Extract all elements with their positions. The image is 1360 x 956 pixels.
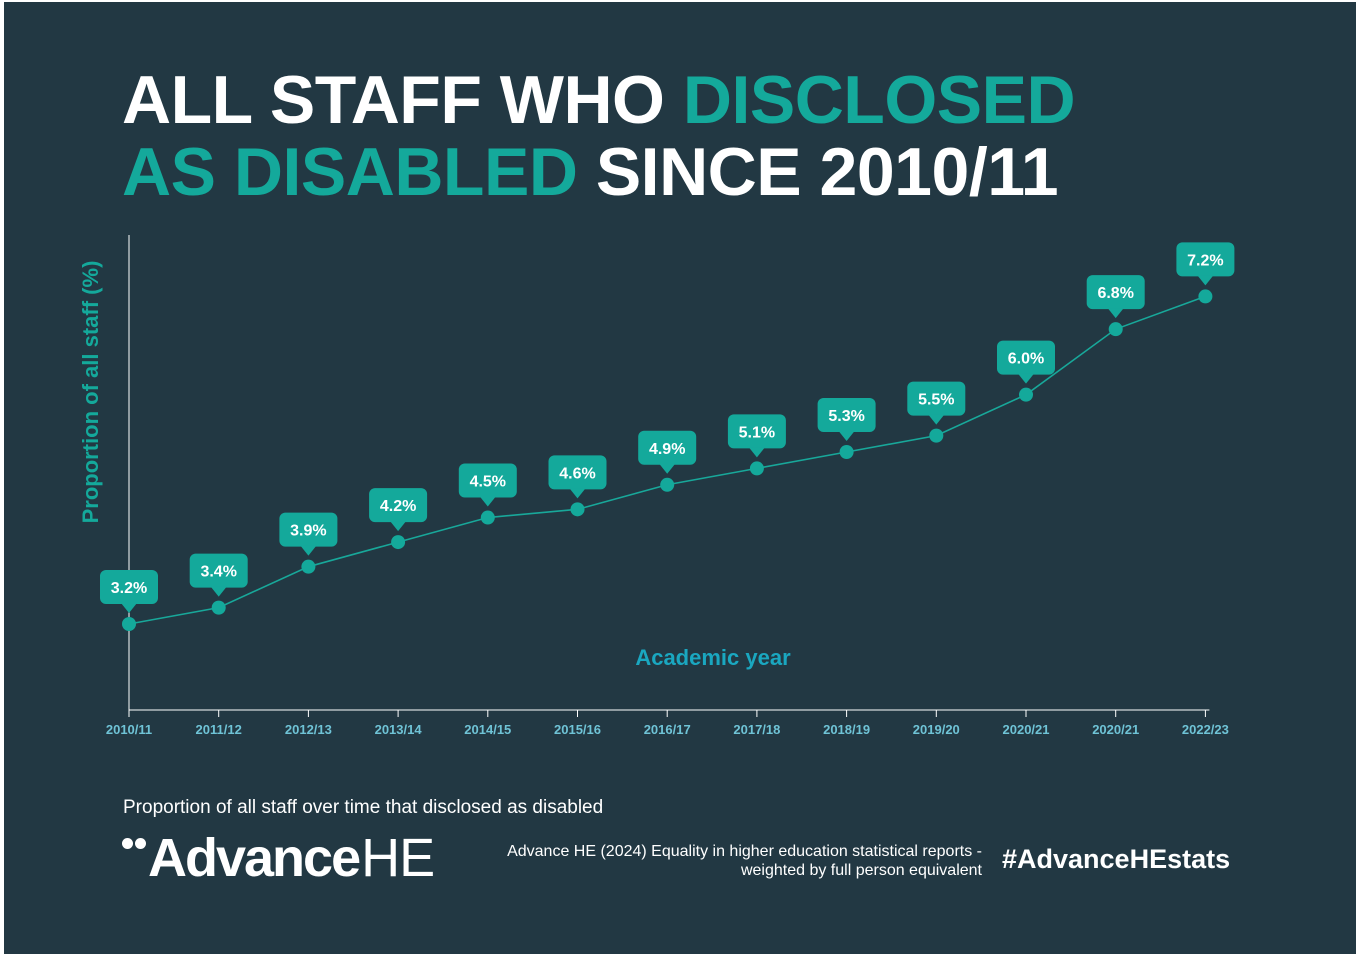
advance-he-logo[interactable]: Advance HE bbox=[122, 828, 435, 888]
data-label: 5.5% bbox=[918, 392, 954, 409]
source-citation: Advance HE (2024) Equality in higher edu… bbox=[468, 842, 982, 880]
x-tick-label: 2012/13 bbox=[285, 722, 332, 737]
title-part-1: ALL STAFF WHO bbox=[122, 62, 683, 138]
data-label-callout: 4.5% bbox=[458, 463, 517, 507]
data-label: 4.9% bbox=[649, 441, 685, 458]
data-label-callout: 3.9% bbox=[279, 512, 338, 556]
x-tick-label: 2020/21 bbox=[1092, 722, 1139, 737]
source-line-1: Advance HE (2024) Equality in higher edu… bbox=[507, 843, 982, 860]
source-line-2: weighted by full person equivalent bbox=[740, 862, 982, 879]
data-label: 4.6% bbox=[559, 465, 595, 482]
data-point[interactable] bbox=[301, 559, 316, 574]
x-tick-label: 2011/12 bbox=[196, 722, 242, 737]
infographic-canvas: ALL STAFF WHO DISCLOSED AS DISABLED SINC… bbox=[4, 2, 1356, 954]
data-label-callout: 4.6% bbox=[548, 455, 607, 499]
data-label-callout: 6.8% bbox=[1086, 275, 1145, 319]
data-label: 3.2% bbox=[111, 580, 147, 597]
data-label-callout: 4.2% bbox=[369, 488, 428, 532]
x-tick-label: 2015/16 bbox=[554, 722, 601, 737]
data-point[interactable] bbox=[839, 445, 854, 460]
x-tick-label: 2022/23 bbox=[1182, 722, 1229, 737]
data-label: 3.4% bbox=[200, 564, 236, 581]
data-label: 5.3% bbox=[828, 408, 864, 425]
data-label: 7.2% bbox=[1187, 252, 1223, 269]
data-label-callout: 3.4% bbox=[189, 553, 248, 597]
x-tick-label: 2017/18 bbox=[733, 722, 780, 737]
data-label-callout: 5.5% bbox=[907, 381, 966, 425]
data-label: 5.1% bbox=[739, 424, 775, 441]
data-point[interactable] bbox=[660, 477, 675, 492]
data-label: 3.9% bbox=[290, 523, 326, 540]
x-tick-label: 2020/21 bbox=[1003, 722, 1050, 737]
data-point[interactable] bbox=[1108, 322, 1123, 337]
x-tick-label: 2013/14 bbox=[375, 722, 423, 737]
data-point[interactable] bbox=[480, 510, 495, 525]
data-point[interactable] bbox=[1019, 387, 1033, 402]
x-tick-label: 2014/15 bbox=[464, 722, 511, 737]
title-part-3: AS DISABLED bbox=[122, 134, 578, 210]
logo-dots-icon bbox=[122, 838, 146, 849]
data-label-callout: 3.2% bbox=[100, 570, 158, 613]
data-point[interactable] bbox=[211, 600, 226, 615]
data-point[interactable] bbox=[391, 535, 406, 550]
title-part-4: SINCE 2010/11 bbox=[577, 134, 1059, 210]
data-label: 6.8% bbox=[1097, 285, 1133, 302]
data-point[interactable] bbox=[570, 502, 585, 517]
x-tick-label: 2016/17 bbox=[644, 722, 691, 737]
data-label-callout: 5.3% bbox=[817, 398, 876, 442]
data-label-callout: 6.0% bbox=[997, 340, 1055, 384]
logo-word-advance: Advance bbox=[148, 828, 361, 888]
y-axis-label: Proportion of all staff (%) bbox=[78, 261, 103, 524]
data-point[interactable] bbox=[749, 461, 764, 476]
x-tick-label: 2019/20 bbox=[913, 722, 960, 737]
page-title: ALL STAFF WHO DISCLOSED AS DISABLED SINC… bbox=[122, 64, 1222, 208]
data-point[interactable] bbox=[929, 428, 944, 443]
title-line-2: AS DISABLED SINCE 2010/11 bbox=[122, 136, 1222, 208]
hashtag[interactable]: #AdvanceHEstats bbox=[1002, 844, 1231, 874]
data-label: 6.0% bbox=[1008, 351, 1044, 368]
data-point[interactable] bbox=[1198, 289, 1213, 304]
x-axis-label: Academic year bbox=[635, 645, 791, 670]
data-label-callout: 4.9% bbox=[638, 430, 697, 474]
line-chart: 3.2% 3.4% 3.9% 4.2% 4.5% 4.6% 4.9% 5.1% 5.3% 5.5%… bbox=[78, 235, 1235, 737]
x-tick-label: 2018/19 bbox=[823, 722, 870, 737]
title-line-1: ALL STAFF WHO DISCLOSED bbox=[122, 64, 1222, 136]
x-tick-label: 2010/11 bbox=[106, 722, 152, 737]
data-label: 4.5% bbox=[470, 474, 506, 491]
data-point[interactable] bbox=[122, 617, 136, 631]
logo-word-he: HE bbox=[361, 828, 435, 888]
chart-caption: Proportion of all staff over time that d… bbox=[123, 797, 604, 818]
data-label-callout: 5.1% bbox=[727, 414, 786, 458]
title-part-2: DISCLOSED bbox=[682, 62, 1076, 138]
data-label: 4.2% bbox=[380, 498, 416, 515]
data-label-callout: 7.2% bbox=[1176, 242, 1235, 286]
